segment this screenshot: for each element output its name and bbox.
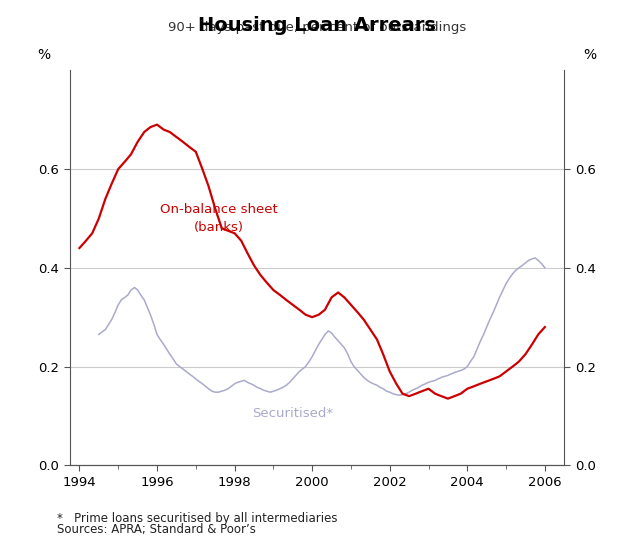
Text: Securitised*: Securitised*: [252, 407, 333, 420]
Text: %: %: [37, 49, 51, 62]
Text: %: %: [583, 49, 597, 62]
Text: *   Prime loans securitised by all intermediaries: * Prime loans securitised by all interme…: [57, 512, 337, 525]
Text: Sources: APRA; Standard & Poor’s: Sources: APRA; Standard & Poor’s: [57, 523, 256, 536]
Text: Housing Loan Arrears: Housing Loan Arrears: [198, 16, 436, 35]
Title: 90+ days past due, per cent of outstandings: 90+ days past due, per cent of outstandi…: [168, 22, 466, 35]
Text: On-balance sheet
(banks): On-balance sheet (banks): [160, 203, 278, 234]
